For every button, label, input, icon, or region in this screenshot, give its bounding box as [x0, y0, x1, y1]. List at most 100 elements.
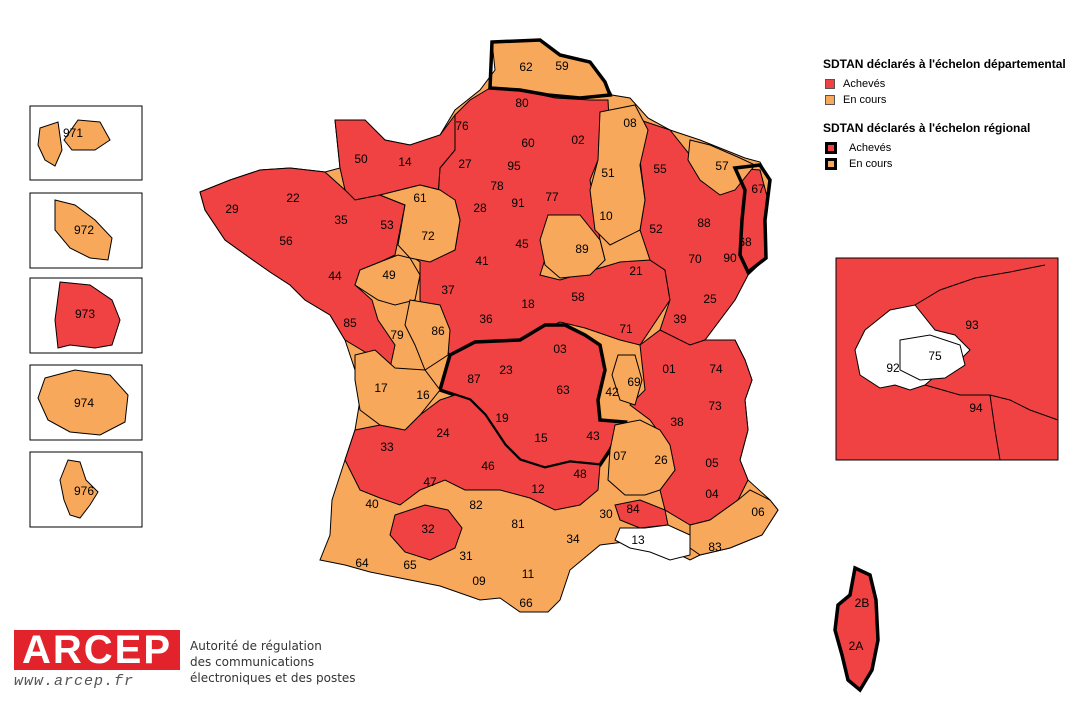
department-label-15: 15 [534, 431, 548, 445]
department-label-09: 09 [472, 574, 486, 588]
department-label-57: 57 [715, 159, 729, 173]
department-label-27: 27 [458, 157, 472, 171]
logo-url: www.arcep.fr [14, 673, 135, 690]
department-label-17: 17 [374, 381, 388, 395]
department-label-85: 85 [343, 316, 357, 330]
swatch-region-achieved [825, 142, 837, 154]
department-label-49: 49 [382, 268, 396, 282]
department-label-73: 73 [708, 399, 722, 413]
department-label-40: 40 [365, 497, 379, 511]
legend-label: Achevés [843, 78, 886, 90]
achieved-southwest [344, 394, 601, 511]
department-label-26: 26 [654, 453, 668, 467]
department-label-38: 38 [670, 415, 684, 429]
department-label-14: 14 [398, 155, 412, 169]
inprogress-61-72 [378, 184, 461, 263]
department-label-42: 42 [605, 385, 619, 399]
department-label-52: 52 [649, 222, 663, 236]
department-label-08: 08 [623, 116, 637, 130]
logo-wordmark: ARCEP [14, 630, 180, 670]
inprogress-17-16 [354, 349, 441, 431]
department-label-86: 86 [431, 324, 445, 338]
legend-item-dept-achieved: Achevés [825, 76, 1078, 92]
department-labels: 62 59 80 08 76 60 02 50 14 27 95 55 57 51 78 67 29 22 61 28… [63, 59, 983, 653]
inprogress-49 [354, 254, 421, 306]
department-label-24: 24 [436, 426, 450, 440]
department-label-10: 10 [599, 209, 613, 223]
legend-label: En cours [843, 94, 887, 106]
department-label-06: 06 [751, 505, 765, 519]
department-label-64: 64 [355, 556, 369, 570]
paris-inset-label-92: 92 [886, 361, 900, 375]
logo-tagline: Autorité de régulation des communication… [190, 638, 360, 686]
department-label-83: 83 [708, 540, 722, 554]
department-label-2a: 2A [849, 639, 864, 653]
department-label-29: 29 [225, 202, 239, 216]
department-label-05: 05 [705, 456, 719, 470]
overseas-974-box [29, 364, 143, 441]
department-label-82: 82 [469, 498, 483, 512]
legend: SDTAN déclarés à l'échelon départemental… [823, 56, 1078, 172]
department-label-91: 91 [511, 196, 525, 210]
department-label-69: 69 [627, 375, 641, 389]
department-label-90: 90 [723, 251, 737, 265]
department-label-25: 25 [703, 292, 717, 306]
department-label-45: 45 [515, 237, 529, 251]
department-label-18: 18 [521, 297, 535, 311]
legend-item-region-in-progress: En cours [825, 156, 1078, 172]
arcep-logo[interactable]: ARCEP www.arcep.fr Autorité de régulatio… [14, 630, 356, 690]
department-label-03: 03 [553, 342, 567, 356]
department-label-53: 53 [380, 218, 394, 232]
department-label-2b: 2B [855, 596, 870, 610]
department-label-76: 76 [455, 119, 469, 133]
department-label-65: 65 [403, 558, 417, 572]
department-label-56: 56 [279, 234, 293, 248]
department-label-58: 58 [571, 290, 585, 304]
legend-label: Achevés [849, 142, 892, 154]
department-label-07: 07 [613, 449, 627, 463]
department-label-36: 36 [479, 312, 493, 326]
department-label-62: 62 [519, 60, 533, 74]
achieved-brittany-west [199, 167, 406, 369]
swatch-in-progress [825, 95, 835, 105]
department-label-23: 23 [499, 363, 513, 377]
department-label-55: 55 [653, 162, 667, 176]
notdeclared-13 [614, 524, 691, 561]
department-label-43: 43 [586, 429, 600, 443]
swatch-region-in-progress [825, 158, 837, 170]
department-label-21: 21 [629, 264, 643, 278]
overseas-label-972: 972 [74, 223, 94, 237]
tagline-line: électroniques et des postes [190, 671, 356, 685]
department-label-80: 80 [515, 96, 529, 110]
department-label-19: 19 [495, 411, 509, 425]
department-label-50: 50 [354, 152, 368, 166]
department-label-60: 60 [521, 136, 535, 150]
department-label-47: 47 [423, 475, 437, 489]
department-label-11: 11 [522, 567, 535, 581]
paris-inset [835, 257, 1059, 461]
department-label-81: 81 [511, 517, 525, 531]
department-label-32: 32 [421, 522, 435, 536]
inprogress-57 [687, 139, 756, 196]
department-label-77: 77 [545, 190, 559, 204]
inprogress-86 [404, 299, 451, 371]
corsica [833, 565, 880, 693]
department-label-13: 13 [631, 533, 645, 547]
department-label-67: 67 [751, 182, 765, 196]
department-label-87: 87 [467, 372, 481, 386]
department-label-39: 39 [673, 312, 687, 326]
achieved-normandy [334, 113, 456, 201]
region-border-nord [488, 38, 613, 100]
swatch-achieved [825, 79, 835, 89]
department-label-44: 44 [328, 269, 342, 283]
department-label-70: 70 [688, 252, 702, 266]
department-label-30: 30 [599, 507, 613, 521]
achieved-32 [389, 504, 463, 561]
overseas-label-973: 973 [75, 307, 95, 321]
overseas-label-976: 976 [74, 484, 94, 498]
department-label-63: 63 [556, 383, 570, 397]
department-label-68: 68 [738, 235, 752, 249]
department-label-31: 31 [459, 549, 473, 563]
overseas-976-box [29, 451, 143, 528]
